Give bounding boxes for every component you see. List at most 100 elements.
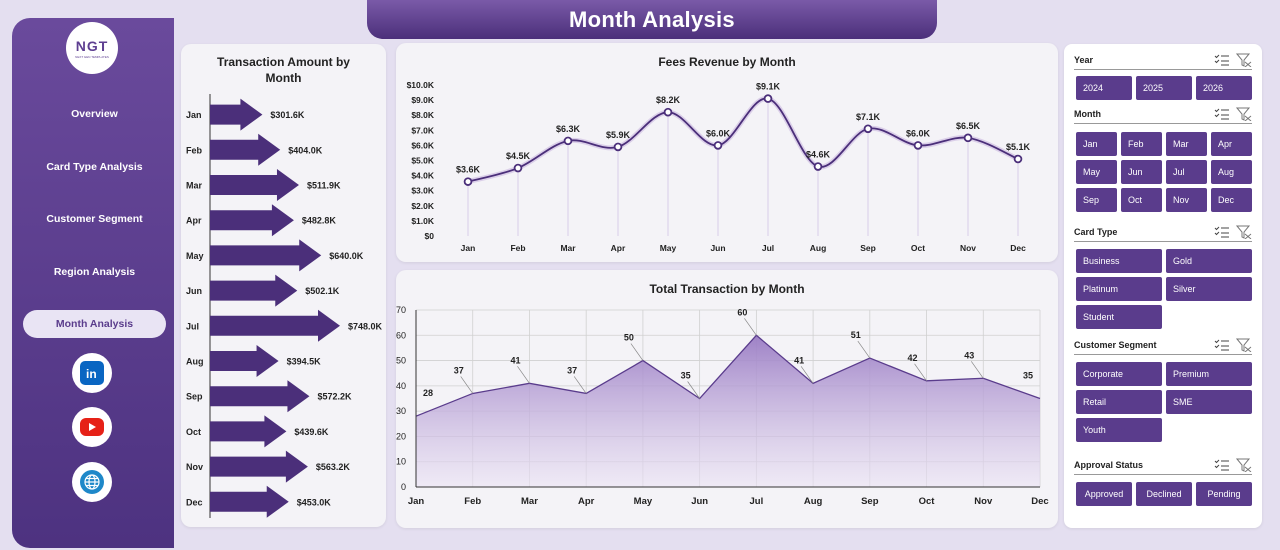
data-label: $394.5K (287, 357, 322, 367)
category-label: Mar (186, 181, 203, 191)
chart-title: Transaction Amount by Month (217, 55, 350, 85)
clear-filter-icon[interactable] (1236, 53, 1252, 67)
category-label: Jul (186, 321, 199, 331)
data-label: $439.6K (294, 427, 329, 437)
data-point (563, 136, 573, 146)
data-label: $5.1K (1006, 142, 1031, 152)
multi-select-icon[interactable] (1214, 338, 1230, 352)
website-button[interactable] (72, 462, 112, 502)
month-option-dec[interactable]: Dec (1211, 188, 1252, 212)
category-label: Apr (186, 216, 202, 226)
data-label: 35 (1023, 371, 1033, 381)
linkedin-button[interactable]: in (72, 353, 112, 393)
multi-select-icon[interactable] (1214, 53, 1230, 67)
x-tick-label: Aug (810, 243, 827, 253)
nav-region-analysis[interactable]: Region Analysis (53, 266, 136, 278)
data-point (763, 94, 773, 103)
y-tick-label: $1.0K (411, 216, 435, 226)
data-label: $502.1K (305, 286, 340, 296)
year-option-2026[interactable]: 2026 (1196, 76, 1252, 100)
segment-sme[interactable]: SME (1166, 390, 1252, 414)
data-point (913, 141, 923, 150)
segment-youth[interactable]: Youth (1076, 418, 1162, 442)
month-option-sep[interactable]: Sep (1076, 188, 1117, 212)
leader-line (573, 376, 587, 394)
logo: NGT NEXT GEN TEMPLATES (66, 22, 118, 74)
month-option-jul[interactable]: Jul (1166, 160, 1207, 184)
nav-overview[interactable]: Overview (71, 108, 118, 120)
clear-filter-icon[interactable] (1236, 338, 1252, 352)
x-tick-label: Dec (1031, 496, 1048, 507)
multi-select-icon[interactable] (1214, 107, 1230, 121)
category-label: Feb (186, 145, 203, 155)
nav-customer-segment[interactable]: Customer Segment (46, 213, 143, 225)
month-option-mar[interactable]: Mar (1166, 132, 1207, 156)
nav-card-type-analysis[interactable]: Card Type Analysis (46, 161, 143, 173)
data-point (813, 162, 823, 171)
category-label: Nov (186, 462, 203, 472)
data-label: $301.6K (270, 110, 305, 120)
y-tick-label: 30 (396, 406, 406, 416)
month-option-jun[interactable]: Jun (1121, 160, 1162, 184)
total-transaction-chart: 0 10 20 30 40 50 60 70 28 Jan 37 Feb 41 Mar 37 Apr 50 May… (396, 305, 1049, 507)
page-header: Month Analysis (367, 0, 937, 39)
month-option-aug[interactable]: Aug (1211, 160, 1252, 184)
y-tick-label: 60 (396, 330, 406, 340)
segment-premium[interactable]: Premium (1166, 362, 1252, 386)
fees-revenue-chart: $0 $1.0K $2.0K $3.0K $4.0K $5.0K $6.0K $7.0K $8.… (407, 80, 1031, 253)
data-label: $7.1K (856, 112, 881, 122)
data-point (613, 142, 623, 152)
leader-line (914, 363, 927, 382)
card-type-student[interactable]: Student (1076, 305, 1162, 329)
bar-aug (210, 345, 279, 377)
x-tick-label: Jun (691, 496, 708, 507)
multi-select-icon[interactable] (1214, 458, 1230, 472)
x-tick-label: Dec (1010, 243, 1026, 253)
transaction-amount-chart: Jan $301.6K Feb $404.0K Mar $511.9K Apr $482.8K… (186, 94, 383, 518)
x-tick-label: Sep (860, 243, 876, 253)
card-type-silver[interactable]: Silver (1166, 277, 1252, 301)
transaction-amount-panel: Transaction Amount by Month Jan $301.6K Fe… (181, 44, 386, 527)
data-point (963, 133, 973, 143)
data-label: $482.8K (302, 216, 337, 226)
data-label: $3.6K (456, 165, 481, 175)
data-label: $640.0K (329, 251, 364, 261)
category-label: Jun (186, 286, 202, 296)
approval-approved[interactable]: Approved (1076, 482, 1132, 506)
card-type-business[interactable]: Business (1076, 249, 1162, 273)
clear-filter-icon[interactable] (1236, 225, 1252, 239)
nav-month-analysis[interactable]: Month Analysis (23, 310, 166, 338)
card-type-gold[interactable]: Gold (1166, 249, 1252, 273)
month-option-jan[interactable]: Jan (1076, 132, 1117, 156)
card-type-platinum[interactable]: Platinum (1076, 277, 1162, 301)
x-tick-label: Feb (464, 496, 481, 507)
y-tick-label: 70 (396, 305, 406, 315)
bar-apr (210, 204, 294, 237)
x-tick-label: Jan (461, 243, 476, 253)
bar-may (210, 239, 322, 272)
series-line (467, 97, 1019, 183)
month-option-feb[interactable]: Feb (1121, 132, 1162, 156)
approval-declined[interactable]: Declined (1136, 482, 1192, 506)
leader-line (687, 381, 700, 399)
multi-select-icon[interactable] (1214, 225, 1230, 239)
segment-corporate[interactable]: Corporate (1076, 362, 1162, 386)
month-slicer-title: Month (1074, 109, 1101, 119)
leader-line (744, 318, 757, 336)
month-option-may[interactable]: May (1076, 160, 1117, 184)
x-tick-label: Feb (510, 243, 525, 253)
customer-segment-slicer-title: Customer Segment (1074, 340, 1157, 350)
month-option-oct[interactable]: Oct (1121, 188, 1162, 212)
segment-retail[interactable]: Retail (1076, 390, 1162, 414)
year-option-2024[interactable]: 2024 (1076, 76, 1132, 100)
youtube-button[interactable] (72, 407, 112, 447)
month-option-nov[interactable]: Nov (1166, 188, 1207, 212)
year-option-2025[interactable]: 2025 (1136, 76, 1192, 100)
clear-filter-icon[interactable] (1236, 107, 1252, 121)
clear-filter-icon[interactable] (1236, 458, 1252, 472)
month-option-apr[interactable]: Apr (1211, 132, 1252, 156)
data-label: $9.1K (756, 82, 781, 92)
approval-pending[interactable]: Pending (1196, 482, 1252, 506)
y-tick-label: $6.0K (411, 140, 435, 150)
month-slicer-header: Month (1074, 107, 1252, 124)
